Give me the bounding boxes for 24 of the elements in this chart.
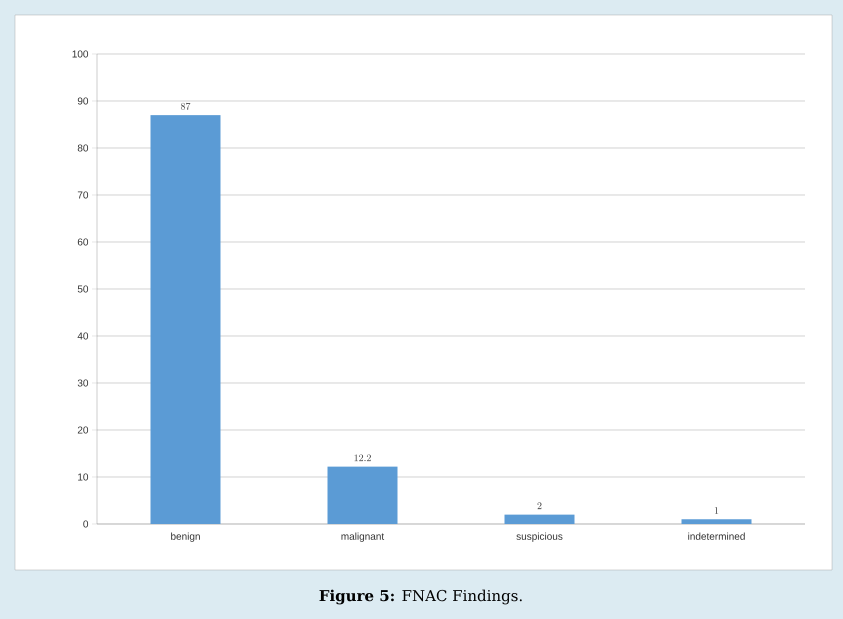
- bar: [682, 519, 752, 524]
- y-tick-label: 80: [78, 144, 88, 152]
- y-tick-label: 70: [78, 191, 88, 199]
- data-label: 87: [180, 102, 190, 110]
- y-tick-label: 20: [78, 426, 88, 434]
- y-tick-label: 40: [78, 332, 88, 340]
- y-tick-label: 10: [78, 473, 88, 481]
- x-tick-label: benign: [171, 532, 200, 542]
- bar: [150, 115, 220, 524]
- data-label: 12.2: [354, 454, 371, 462]
- y-tick-label: 0: [83, 520, 88, 528]
- y-tick-label: 90: [78, 97, 88, 105]
- x-tick-label: malignant: [341, 532, 384, 542]
- y-tick-label: 30: [78, 379, 88, 387]
- data-label: 1: [714, 507, 718, 514]
- y-tick-label: 50: [78, 285, 88, 293]
- bar: [504, 514, 575, 524]
- y-tick-label: 60: [78, 238, 88, 246]
- x-tick-label: indetermined: [688, 532, 745, 540]
- y-tick-label: 100: [72, 50, 88, 58]
- x-tick-label: suspicious: [516, 532, 562, 542]
- bar: [328, 466, 398, 524]
- data-label: 2: [538, 502, 542, 510]
- text: Figure 5: FNAC Findings.: [320, 590, 522, 604]
